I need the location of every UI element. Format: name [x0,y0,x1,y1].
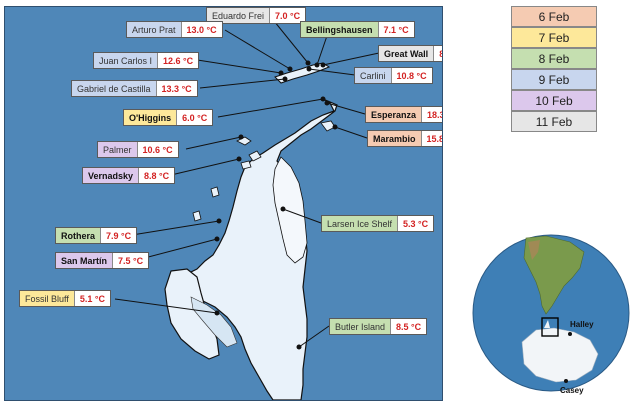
antarctica [521,327,599,383]
map-canvas [114,15,380,400]
label-ohiggins: O'Higgins 6.0 °C [123,109,214,126]
george-vi-ice-shelf [190,296,238,348]
label-rothera: Rothera 7.9 °C [55,227,138,244]
label-vernadsky: Vernadsky 8.8 °C [82,167,176,184]
station-name: Bellingshausen [301,22,378,37]
legend-item-8-feb: 8 Feb [511,48,597,69]
station-temp: 7.0 °C [269,8,306,23]
globe-label-casey: Casey [560,386,584,395]
station-temp: 7.5 °C [112,253,149,268]
station-name: Butler Island [330,319,391,334]
station-temp: 8.8 °C [138,168,175,183]
station-name: Palmer [98,142,137,157]
station-name: Marambio [368,131,421,146]
alexander-island [164,268,220,360]
globe-canvas [472,234,630,392]
label-eduardo-frei: Eduardo Frei 7.0 °C [206,7,307,24]
label-butler-island: Butler Island 8.5 °C [329,318,428,335]
legend-item-9-feb: 9 Feb [511,69,597,90]
station-temp: 10.8 °C [390,68,432,83]
antarctic-peninsula-map: Eduardo Frei 7.0 °C Arturo Prat 13.0 °C … [4,6,443,401]
study-area-box [541,317,559,337]
island-small-5 [210,186,220,198]
station-name: Vernadsky [83,168,139,183]
island-small-6 [192,210,202,222]
larsen-ice-shelf [272,156,308,264]
station-name: Larsen Ice Shelf [322,216,398,231]
label-gabriel-de-castilla: Gabriel de Castilla 13.3 °C [71,80,198,97]
legend-item-7-feb: 7 Feb [511,27,597,48]
station-name: Carlini [355,68,391,83]
station-temp: 5.3 °C [397,216,434,231]
label-bellingshausen: Bellingshausen 7.1 °C [300,21,415,38]
station-name: O'Higgins [124,110,177,125]
station-temp: 12.6 °C [157,53,199,68]
south-shetland-islands [274,62,331,84]
halley-dot [568,332,572,336]
station-name: Fossil Bluff [20,291,74,306]
station-name: Juan Carlos I [94,53,158,68]
station-temp: 5.1 °C [73,291,110,306]
globe-inset: Halley Casey [466,224,636,402]
station-name: Esperanza [366,107,422,122]
station-temp: 15.8 °C [420,131,442,146]
station-temp: 13.3 °C [155,81,197,96]
label-fossil-bluff: Fossil Bluff 5.1 °C [19,290,111,307]
station-temp: 13.0 °C [180,22,222,37]
label-san-martin: San Martín 7.5 °C [55,252,150,269]
date-legend: 6 Feb 7 Feb 8 Feb 9 Feb 10 Feb 11 Feb [511,6,597,132]
station-name: Rothera [56,228,101,243]
label-palmer: Palmer 10.6 °C [97,141,179,158]
station-temp: 8.7 °C [433,46,442,61]
globe-label-halley: Halley [570,320,594,329]
label-carlini: Carlini 10.8 °C [354,67,433,84]
label-marambio: Marambio 15.8 °C [367,130,442,147]
label-arturo-prat: Arturo Prat 13.0 °C [126,21,223,38]
label-great-wall: Great Wall 8.7 °C [378,45,442,62]
station-name: Arturo Prat [127,22,181,37]
south-america-highland [528,240,540,260]
island-small-3 [240,160,252,170]
station-name: San Martín [56,253,113,268]
antarctic-peninsula-globe [544,320,550,328]
island-small-2 [248,150,262,162]
station-name: Great Wall [379,46,434,61]
station-temp: 7.9 °C [100,228,137,243]
label-juan-carlos-i: Juan Carlos I 12.6 °C [93,52,200,69]
station-temp: 6.0 °C [176,110,213,125]
station-temp: 7.1 °C [377,22,414,37]
label-esperanza: Esperanza 18.3 °C* [365,106,442,123]
legend-item-6-feb: 6 Feb [511,6,597,27]
legend-item-10-feb: 10 Feb [511,90,597,111]
legend-item-11-feb: 11 Feb [511,111,597,132]
station-temp: 10.6 °C [136,142,178,157]
station-name: Gabriel de Castilla [72,81,156,96]
label-larsen-ice-shelf: Larsen Ice Shelf 5.3 °C [321,215,435,232]
casey-dot [564,379,568,383]
south-america [523,235,585,315]
station-temp: 8.5 °C [390,319,427,334]
station-name: Eduardo Frei [207,8,270,23]
station-dots [214,60,338,350]
station-temp: 18.3 °C* [421,107,442,122]
